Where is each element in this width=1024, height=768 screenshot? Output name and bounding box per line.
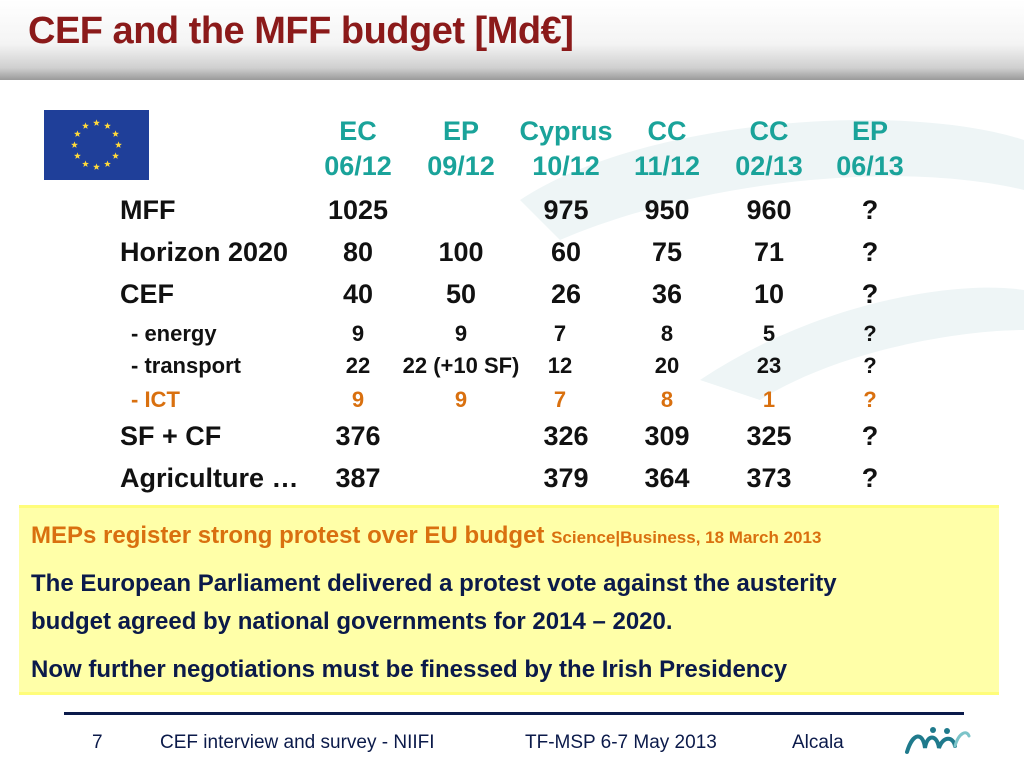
flag-star-icon	[104, 122, 111, 129]
table-cell: 950	[644, 195, 690, 225]
table-cell: 1	[762, 387, 776, 412]
column-header-bottom: 09/12	[427, 151, 495, 181]
table-cell: 9	[351, 387, 365, 412]
table-cell: 309	[644, 421, 690, 451]
flag-star-icon	[74, 130, 81, 137]
row-label: SF + CF	[120, 421, 222, 451]
flag-star-icon	[82, 160, 89, 167]
table-cell: 7	[553, 387, 567, 412]
row-label: Agriculture …	[120, 463, 299, 493]
row-label: Horizon 2020	[120, 237, 289, 267]
table-cell: 40	[342, 279, 374, 309]
table-cell: ?	[863, 321, 877, 346]
table-cell: 7	[553, 321, 567, 346]
table-cell: 373	[746, 463, 792, 493]
table-cell: 975	[543, 195, 589, 225]
table-cell: ?	[863, 353, 877, 378]
table-cell: 960	[746, 195, 792, 225]
table-cell: 36	[651, 279, 683, 309]
table-cell: 5	[762, 321, 776, 346]
table-cell: 325	[746, 421, 792, 451]
table-cell: ?	[861, 421, 879, 451]
table-cell: ?	[863, 387, 877, 412]
flag-star-icon	[93, 163, 100, 170]
table-cell: 9	[454, 387, 468, 412]
column-header-top: EP	[851, 116, 889, 146]
footer-right-text: Alcala	[792, 732, 844, 753]
footer-middle-text: TF-MSP 6-7 May 2013	[525, 732, 717, 753]
flag-star-icon	[112, 152, 119, 159]
table-cell: 60	[550, 237, 582, 267]
row-label: - energy	[131, 321, 217, 346]
news-paragraph-line-1: The European Parliament delivered a prot…	[31, 570, 837, 597]
news-paragraph-line-2: budget agreed by national governments fo…	[31, 608, 673, 635]
row-label: - transport	[131, 353, 241, 378]
flag-star-icon	[112, 130, 119, 137]
footer-rule	[64, 712, 964, 715]
page-number: 7	[92, 732, 103, 753]
news-box: MEPs register strong protest over EU bud…	[19, 505, 999, 695]
table-cell: 50	[445, 279, 477, 309]
table-cell: ?	[861, 463, 879, 493]
table-cell: 364	[644, 463, 690, 493]
column-header-top: CC	[647, 116, 687, 146]
table-cell: 20	[654, 353, 680, 378]
column-header-bottom: 10/12	[532, 151, 600, 181]
flag-star-icon	[104, 160, 111, 167]
table-cell: ?	[861, 279, 879, 309]
table-cell: 1025	[327, 195, 389, 225]
flag-star-icon	[115, 141, 122, 148]
flag-star-icon	[74, 152, 81, 159]
table-cell: 10	[753, 279, 785, 309]
column-header-top: CC	[749, 116, 789, 146]
column-header-bottom: 06/12	[324, 151, 392, 181]
table-cell: 75	[651, 237, 683, 267]
table-cell: 379	[543, 463, 589, 493]
table-cell: 326	[543, 421, 589, 451]
column-header-bottom: 11/12	[633, 151, 701, 181]
table-cell: 23	[756, 353, 782, 378]
column-header-top: EC	[339, 116, 377, 146]
table-cell: 8	[660, 387, 674, 412]
table-cell: 71	[753, 237, 785, 267]
column-header-top: EP	[442, 116, 480, 146]
flag-star-icon	[82, 122, 89, 129]
table-cell: 22	[345, 353, 371, 378]
table-cell: 387	[335, 463, 381, 493]
niifi-logo	[905, 727, 971, 754]
table-cell: 26	[550, 279, 582, 309]
flag-star-icon	[93, 119, 100, 126]
table-cell: 100	[438, 237, 484, 267]
footer-left-text: CEF interview and survey - NIIFI	[160, 732, 435, 753]
table-cell: 22 (+10 SF)	[402, 353, 520, 378]
table-cell: 80	[342, 237, 374, 267]
news-source: Science|Business, 18 March 2013	[551, 528, 822, 547]
row-label: - ICT	[131, 387, 180, 412]
column-header-bottom: 06/13	[836, 151, 904, 181]
background-swoosh	[520, 120, 1024, 400]
news-paragraph-2: Now further negotiations must be finesse…	[31, 656, 788, 683]
news-headline-text: MEPs register strong protest over EU bud…	[31, 522, 545, 549]
news-headline: MEPs register strong protest over EU bud…	[31, 522, 821, 550]
table-cell: 12	[547, 353, 573, 378]
table-cell: ?	[861, 195, 879, 225]
table-cell: 8	[660, 321, 674, 346]
column-header-top: Cyprus	[519, 116, 613, 146]
flag-star-icon	[71, 141, 78, 148]
row-label: MFF	[120, 195, 176, 225]
eu-flag-stars-icon	[71, 119, 122, 170]
page-title: CEF and the MFF budget [Md€]	[28, 10, 574, 52]
table-cell: 376	[335, 421, 381, 451]
table-cell: 9	[454, 321, 468, 346]
table-cell: 9	[351, 321, 365, 346]
row-label: CEF	[120, 279, 174, 309]
eu-flag	[44, 110, 149, 180]
header-bar	[0, 0, 1024, 80]
table-cell: ?	[861, 237, 879, 267]
column-header-bottom: 02/13	[735, 151, 803, 181]
